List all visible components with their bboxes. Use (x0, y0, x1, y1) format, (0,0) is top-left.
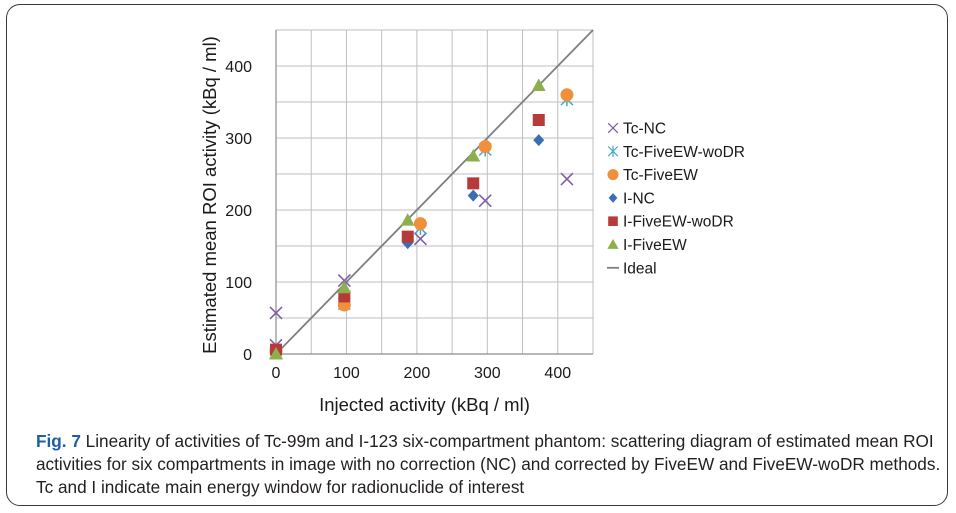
point-i-fiveew (337, 280, 352, 294)
legend-label-i-nc: I-NC (623, 190, 655, 207)
point-i-fiveew (531, 78, 546, 91)
point-tc-nc (337, 273, 351, 288)
legend-marker-i-fiveew (607, 238, 619, 249)
legend-marker-tc-fiveew (607, 169, 619, 181)
x-tick-label: 100 (333, 365, 360, 382)
legend-swatch-tc-fiveew (607, 169, 619, 181)
point-tc-nc (478, 194, 492, 208)
legend-swatch-i-nc (608, 193, 618, 203)
legend-marker-i-nc (608, 193, 618, 203)
figure-label: Fig. 7 (36, 431, 81, 451)
point-tc-fiveew (560, 88, 574, 102)
grid (276, 29, 594, 354)
x-tick-label: 0 (272, 365, 281, 382)
legend-marker-tc-nc (607, 122, 619, 134)
x-tick-label: 400 (544, 365, 571, 382)
legend-label-ideal: Ideal (623, 260, 657, 277)
legend-marker-i-fiveew-wodr (608, 216, 618, 226)
legend-label-i-fiveew-wodr: I-FiveEW-woDR (623, 214, 734, 231)
figure-caption: Fig. 7 Linearity of activities of Tc-99m… (36, 430, 948, 499)
legend-swatch-i-fiveew (607, 238, 619, 249)
x-tick-label: 300 (474, 365, 501, 382)
y-tick-label: 200 (225, 203, 252, 220)
y-tick-label: 300 (225, 131, 252, 148)
point-i-fiveew-wodr (532, 114, 545, 126)
figure-frame (6, 4, 948, 506)
data-points (269, 78, 574, 360)
x-axis-title: Injected activity (kBq / ml) (319, 394, 530, 415)
point-i-nc (533, 134, 545, 147)
ideal-line-layer (275, 29, 594, 355)
y-tick-label: 0 (243, 347, 252, 364)
legend-label-tc-fiveew: Tc-FiveEW (623, 167, 698, 184)
legend-label-tc-nc: Tc-NC (623, 121, 666, 138)
point-tc-nc (269, 306, 283, 320)
point-tc-fiveew (478, 140, 492, 154)
axes: 0 100 200 300 400 0 100 200 300 400 (225, 30, 593, 382)
legend-label-i-fiveew: I-FiveEW (623, 237, 687, 254)
point-tc-nc (413, 232, 427, 246)
point-i-fiveew (400, 213, 415, 226)
y-axis-title: Estimated mean ROI activity (kBq / ml) (199, 36, 220, 354)
figure-caption-text: Linearity of activities of Tc-99m and I-… (36, 431, 941, 497)
point-i-nc (467, 189, 479, 202)
point-i-fiveew (466, 149, 481, 162)
point-i-fiveew-wodr (338, 290, 351, 303)
legend-marker-tc-fiveew-wodr (607, 145, 619, 157)
point-tc-nc (560, 172, 574, 186)
legend-swatch-i-fiveew-wodr (608, 216, 618, 226)
legend-swatch-tc-nc (607, 122, 619, 134)
point-i-fiveew-wodr (401, 230, 414, 243)
y-tick-label: 100 (225, 275, 252, 292)
scatter-chart: 0 100 200 300 400 0 100 200 300 400 Tc-NC Tc-FiveE… (199, 29, 745, 415)
point-i-fiveew (269, 347, 283, 360)
legend-swatch-tc-fiveew-wodr (607, 145, 619, 157)
y-tick-label: 400 (225, 59, 252, 76)
legend: Tc-NC Tc-FiveEW-woDR Tc-FiveEW I-NC I-FiveEW… (607, 121, 745, 277)
point-tc-fiveew (413, 217, 427, 231)
series-line-ideal (275, 29, 594, 355)
x-tick-label: 200 (404, 365, 431, 382)
point-i-fiveew-wodr (467, 177, 480, 190)
legend-label-tc-fiveew-wodr: Tc-FiveEW-woDR (623, 144, 745, 161)
